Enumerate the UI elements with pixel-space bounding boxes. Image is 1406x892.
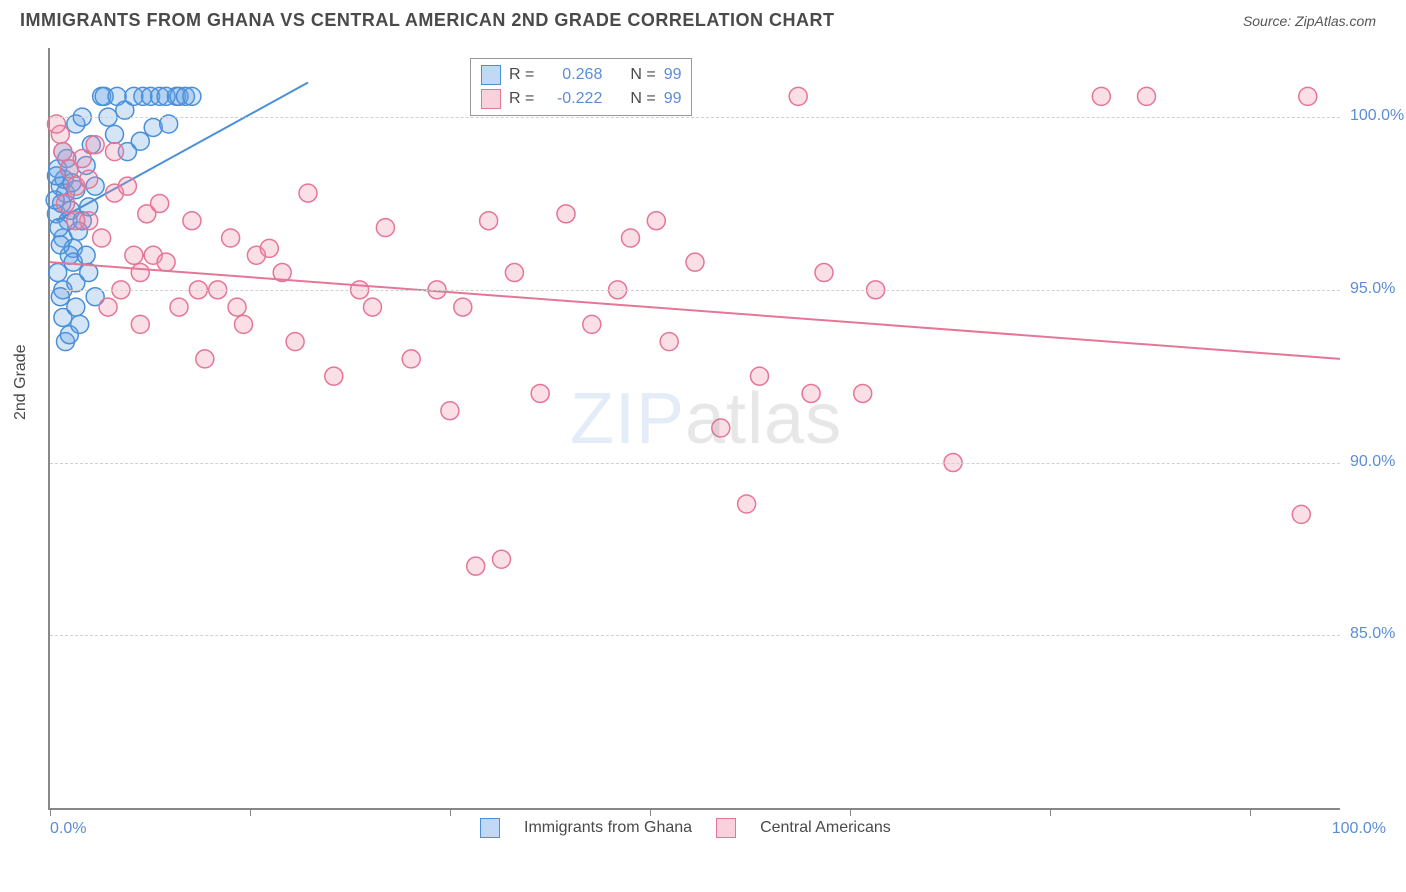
data-point — [56, 194, 74, 212]
data-point — [86, 136, 104, 154]
data-point — [557, 205, 575, 223]
data-point — [54, 143, 72, 161]
xaxis-left-label: 0.0% — [50, 820, 86, 838]
data-point — [686, 253, 704, 271]
data-point — [157, 253, 175, 271]
data-point — [325, 367, 343, 385]
data-point — [1292, 505, 1310, 523]
data-point — [93, 229, 111, 247]
data-point — [235, 315, 253, 333]
data-point — [49, 264, 67, 282]
data-point — [222, 229, 240, 247]
data-point — [480, 212, 498, 230]
swatch-pink-icon — [481, 89, 501, 109]
data-point — [789, 87, 807, 105]
data-point — [151, 194, 169, 212]
data-point — [50, 219, 68, 237]
xtick — [250, 808, 251, 816]
data-point — [260, 239, 278, 257]
ytick-label: 90.0% — [1350, 453, 1406, 471]
data-point — [183, 212, 201, 230]
data-point — [196, 350, 214, 368]
data-point — [622, 229, 640, 247]
data-point — [1299, 87, 1317, 105]
xtick — [850, 808, 851, 816]
data-point — [67, 212, 85, 230]
source-label: Source: ZipAtlas.com — [1243, 13, 1376, 29]
data-point — [299, 184, 317, 202]
data-point — [125, 246, 143, 264]
data-point — [454, 298, 472, 316]
data-point — [583, 315, 601, 333]
swatch-blue-icon — [481, 65, 501, 85]
xtick — [650, 808, 651, 816]
data-point — [77, 246, 95, 264]
data-point — [118, 177, 136, 195]
data-point — [183, 87, 201, 105]
gridline — [50, 290, 1340, 291]
legend-swatch-blue-icon — [480, 818, 500, 838]
data-point — [51, 236, 69, 254]
data-point — [738, 495, 756, 513]
ytick-label: 95.0% — [1350, 280, 1406, 298]
xtick — [50, 808, 51, 816]
data-point — [402, 350, 420, 368]
data-point — [106, 125, 124, 143]
xaxis-right-label: 100.0% — [1332, 820, 1386, 838]
stats-row-blue: R = 0.268 N = 99 — [481, 63, 681, 87]
gridline — [50, 635, 1340, 636]
data-point — [106, 143, 124, 161]
legend-label-blue: Immigrants from Ghana — [524, 819, 692, 837]
data-point — [131, 264, 149, 282]
ytick-label: 100.0% — [1350, 107, 1406, 125]
data-point — [286, 333, 304, 351]
data-point — [1138, 87, 1156, 105]
xtick — [1050, 808, 1051, 816]
data-point — [531, 384, 549, 402]
data-point — [647, 212, 665, 230]
scatter-svg — [50, 48, 1340, 808]
xtick — [450, 808, 451, 816]
data-point — [67, 298, 85, 316]
bottom-legend: Immigrants from Ghana Central Americans — [480, 818, 891, 838]
data-point — [712, 419, 730, 437]
stats-row-pink: R = -0.222 N = 99 — [481, 87, 681, 111]
data-point — [751, 367, 769, 385]
data-point — [73, 150, 91, 168]
data-point — [80, 170, 98, 188]
data-point — [441, 402, 459, 420]
data-point — [1092, 87, 1110, 105]
data-point — [493, 550, 511, 568]
y-axis-label: 2nd Grade — [12, 344, 30, 420]
data-point — [71, 315, 89, 333]
legend-label-pink: Central Americans — [760, 819, 891, 837]
chart-plot-area: ZIPatlas R = 0.268 N = 99 R = -0.222 N =… — [48, 48, 1340, 810]
gridline — [50, 117, 1340, 118]
data-point — [376, 219, 394, 237]
data-point — [854, 384, 872, 402]
data-point — [364, 298, 382, 316]
data-point — [131, 315, 149, 333]
chart-title: IMMIGRANTS FROM GHANA VS CENTRAL AMERICA… — [20, 10, 835, 31]
data-point — [802, 384, 820, 402]
legend-swatch-pink-icon — [716, 818, 736, 838]
data-point — [170, 298, 188, 316]
gridline — [50, 463, 1340, 464]
data-point — [815, 264, 833, 282]
xtick — [1250, 808, 1251, 816]
data-point — [99, 298, 117, 316]
stats-legend: R = 0.268 N = 99 R = -0.222 N = 99 — [470, 58, 692, 116]
data-point — [505, 264, 523, 282]
data-point — [228, 298, 246, 316]
data-point — [660, 333, 678, 351]
data-point — [467, 557, 485, 575]
ytick-label: 85.0% — [1350, 625, 1406, 643]
data-point — [131, 132, 149, 150]
